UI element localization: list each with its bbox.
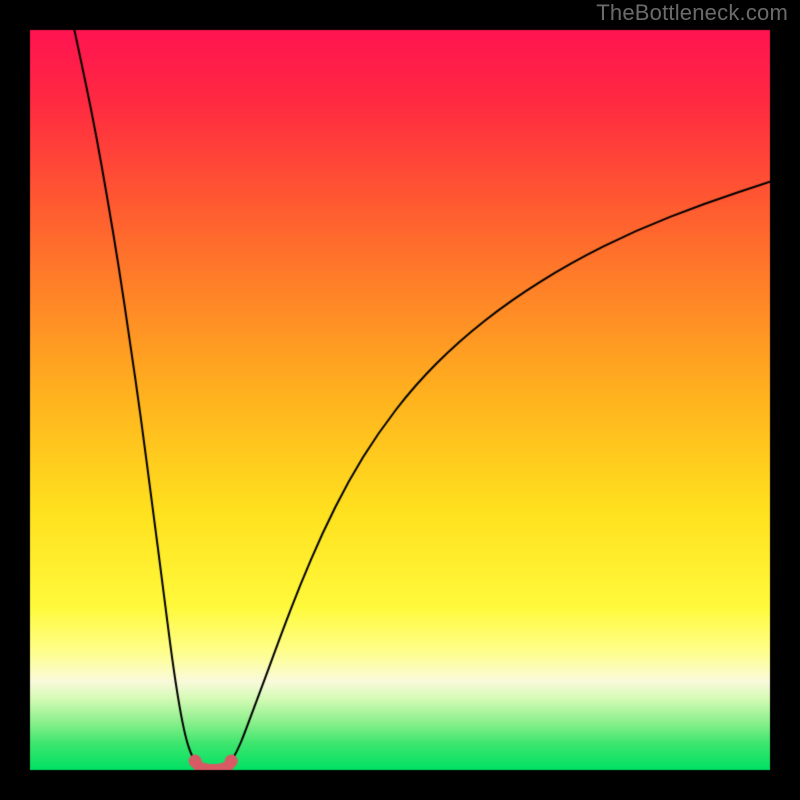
stage: TheBottleneck.com (0, 0, 800, 800)
plot-canvas (0, 0, 800, 800)
watermark-text: TheBottleneck.com (596, 0, 788, 26)
